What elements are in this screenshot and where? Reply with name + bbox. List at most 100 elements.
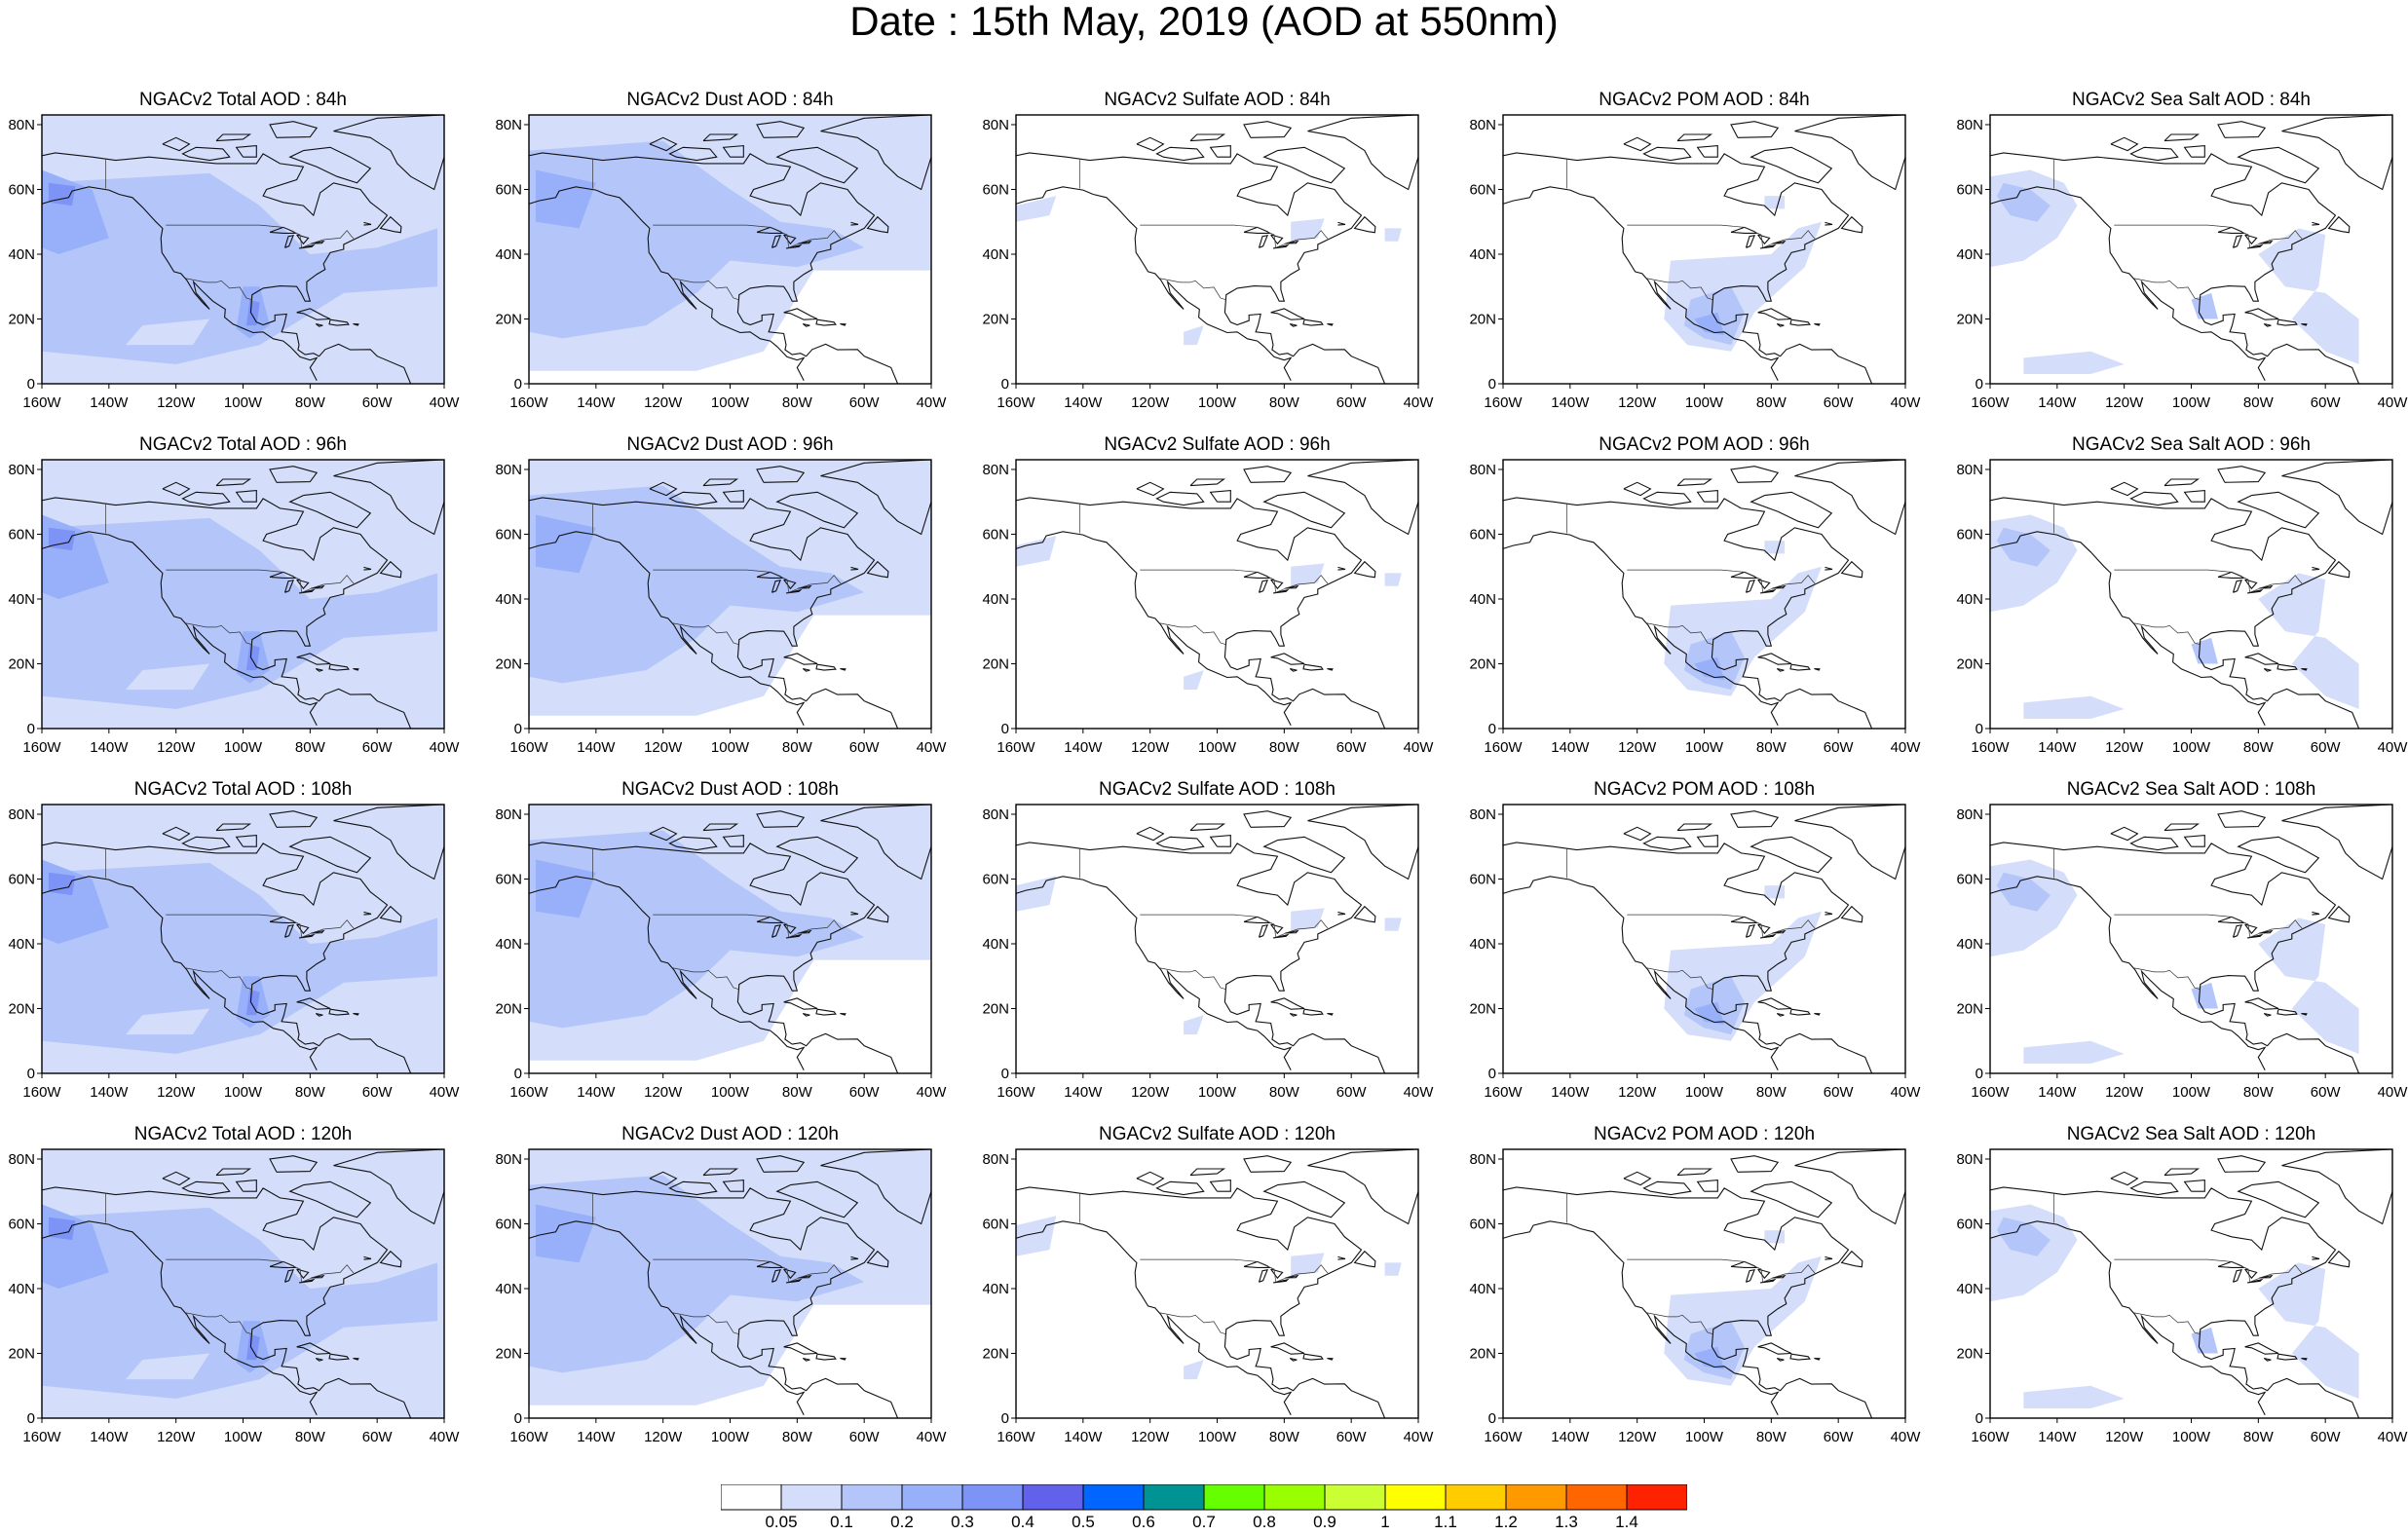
lake-outline bbox=[2244, 579, 2258, 590]
island-outline bbox=[1270, 997, 1305, 1010]
country-border bbox=[166, 1258, 355, 1283]
island-outline bbox=[1730, 466, 1780, 483]
lon-tick-label: 80W bbox=[2243, 739, 2275, 756]
island-outline bbox=[802, 1357, 810, 1362]
island-outline bbox=[2237, 836, 2320, 874]
island-outline bbox=[2263, 1012, 2272, 1017]
island-outline bbox=[215, 823, 252, 832]
island-outline bbox=[2276, 663, 2298, 671]
island-outline bbox=[850, 1255, 859, 1260]
map-svg: 80N 60N 40N 20N 0 160W 140W 120W 100W 80W 60W 40W bbox=[8, 1148, 460, 1445]
lat-tick-label: 20N bbox=[1956, 311, 1983, 327]
coastlines bbox=[529, 805, 931, 1073]
aod-contour bbox=[48, 1217, 76, 1241]
island-outline bbox=[296, 997, 331, 1010]
island-outline bbox=[1327, 1357, 1334, 1361]
island-outline bbox=[2217, 466, 2267, 483]
island-outline bbox=[2163, 478, 2201, 487]
colorbar-label: 0.9 bbox=[1313, 1513, 1336, 1531]
island-outline bbox=[2327, 560, 2351, 579]
lat-tick-label: 80N bbox=[1956, 462, 1983, 478]
aod-colorbar: 0.05 0.1 0.2 0.3 0.4 0.5 0.6 0.7 0.8 0.9 1 1.1 1.2 1.… bbox=[720, 1483, 1688, 1531]
island-outline bbox=[1243, 121, 1293, 138]
island-outline bbox=[1750, 491, 1833, 529]
lake-outline bbox=[2246, 933, 2264, 939]
colorbar-swatch bbox=[901, 1483, 963, 1511]
lon-tick-label: 60W bbox=[1824, 739, 1855, 756]
country-border bbox=[166, 914, 355, 938]
coastline bbox=[1990, 152, 2360, 384]
map-svg: 80N 60N 40N 20N 0 160W 140W 120W 100W 80W 60W 40W bbox=[8, 804, 460, 1101]
lake-outline bbox=[1270, 579, 1284, 590]
coastline bbox=[1503, 876, 1780, 1070]
panel-title: NGACv2 Sulfate AOD : 120h bbox=[1099, 1124, 1336, 1144]
lake-outline bbox=[1258, 1268, 1268, 1283]
coastline bbox=[1990, 876, 2267, 1070]
lat-tick-label: 60N bbox=[1469, 871, 1496, 887]
island-outline bbox=[1155, 146, 1205, 162]
map-panel: NGACv2 Dust AOD : 96h 80N 60N 40N 20N 0 160W 14… bbox=[487, 434, 974, 756]
island-outline bbox=[181, 146, 231, 162]
aod-contour bbox=[245, 1333, 260, 1361]
lon-tick-label: 140W bbox=[2038, 1084, 2077, 1101]
island-outline bbox=[1136, 481, 1165, 497]
lake-outline bbox=[1258, 579, 1268, 593]
island-outline bbox=[328, 318, 350, 326]
island-outline bbox=[328, 1008, 350, 1016]
map-frame bbox=[1015, 804, 1419, 1074]
coastline bbox=[1016, 1220, 1293, 1415]
island-outline bbox=[1696, 490, 1718, 503]
colorbar-swatch bbox=[1324, 1483, 1386, 1511]
lat-tick-label: 40N bbox=[8, 1281, 35, 1297]
island-outline bbox=[840, 1357, 847, 1361]
island-outline bbox=[1353, 1250, 1376, 1268]
lat-tick-label: 20N bbox=[8, 656, 35, 672]
lon-tick-label: 140W bbox=[2038, 1429, 2077, 1445]
lake-outline bbox=[1285, 1274, 1299, 1279]
map-frame bbox=[1015, 459, 1419, 730]
lat-tick-label: 40N bbox=[495, 936, 522, 953]
aod-contour bbox=[1184, 325, 1204, 346]
island-outline bbox=[815, 663, 837, 671]
country-border bbox=[166, 224, 355, 248]
aod-contour bbox=[864, 215, 925, 242]
island-outline bbox=[1327, 667, 1334, 671]
lat-tick-label: 0 bbox=[514, 721, 522, 737]
lake-outline bbox=[2246, 588, 2264, 594]
island-outline bbox=[1789, 318, 1811, 326]
lon-tick-label: 100W bbox=[711, 1084, 750, 1101]
lon-tick-label: 140W bbox=[1064, 1429, 1103, 1445]
lon-tick-label: 120W bbox=[157, 1084, 196, 1101]
lon-tick-label: 120W bbox=[2105, 739, 2144, 756]
island-outline bbox=[1757, 1342, 1792, 1355]
island-outline bbox=[235, 835, 257, 847]
lake-outline bbox=[1757, 234, 1771, 245]
lake-outline bbox=[296, 579, 310, 590]
country-border bbox=[185, 278, 253, 301]
island-outline bbox=[269, 1155, 319, 1173]
lake-outline bbox=[1243, 1260, 1271, 1268]
island-outline bbox=[775, 491, 859, 529]
lat-tick-label: 0 bbox=[1488, 721, 1496, 737]
lat-tick-label: 20N bbox=[8, 1345, 35, 1362]
aod-contour bbox=[126, 318, 210, 346]
lat-tick-label: 60N bbox=[1956, 871, 1983, 887]
island-outline bbox=[1243, 810, 1293, 828]
aod-field bbox=[529, 115, 931, 371]
lat-tick-label: 60N bbox=[982, 871, 1009, 887]
map-panel: NGACv2 Total AOD : 84h 80N 60N 40N 20N 0 160W 1… bbox=[0, 90, 487, 411]
colorbar-label: 0.2 bbox=[890, 1513, 914, 1531]
lake-outline bbox=[1270, 923, 1284, 935]
lat-tick-label: 20N bbox=[495, 1345, 522, 1362]
lake-outline bbox=[1270, 234, 1284, 245]
lon-tick-label: 60W bbox=[2311, 739, 2342, 756]
lake-outline bbox=[2259, 240, 2274, 244]
island-outline bbox=[1337, 1255, 1346, 1260]
aod-contour bbox=[1291, 218, 1325, 242]
island-outline bbox=[1730, 121, 1780, 138]
lake-outline bbox=[283, 1268, 294, 1283]
lon-tick-label: 60W bbox=[849, 1084, 881, 1101]
coastline bbox=[1990, 497, 2360, 729]
aod-contour bbox=[1291, 563, 1325, 586]
island-outline bbox=[1136, 1171, 1165, 1186]
